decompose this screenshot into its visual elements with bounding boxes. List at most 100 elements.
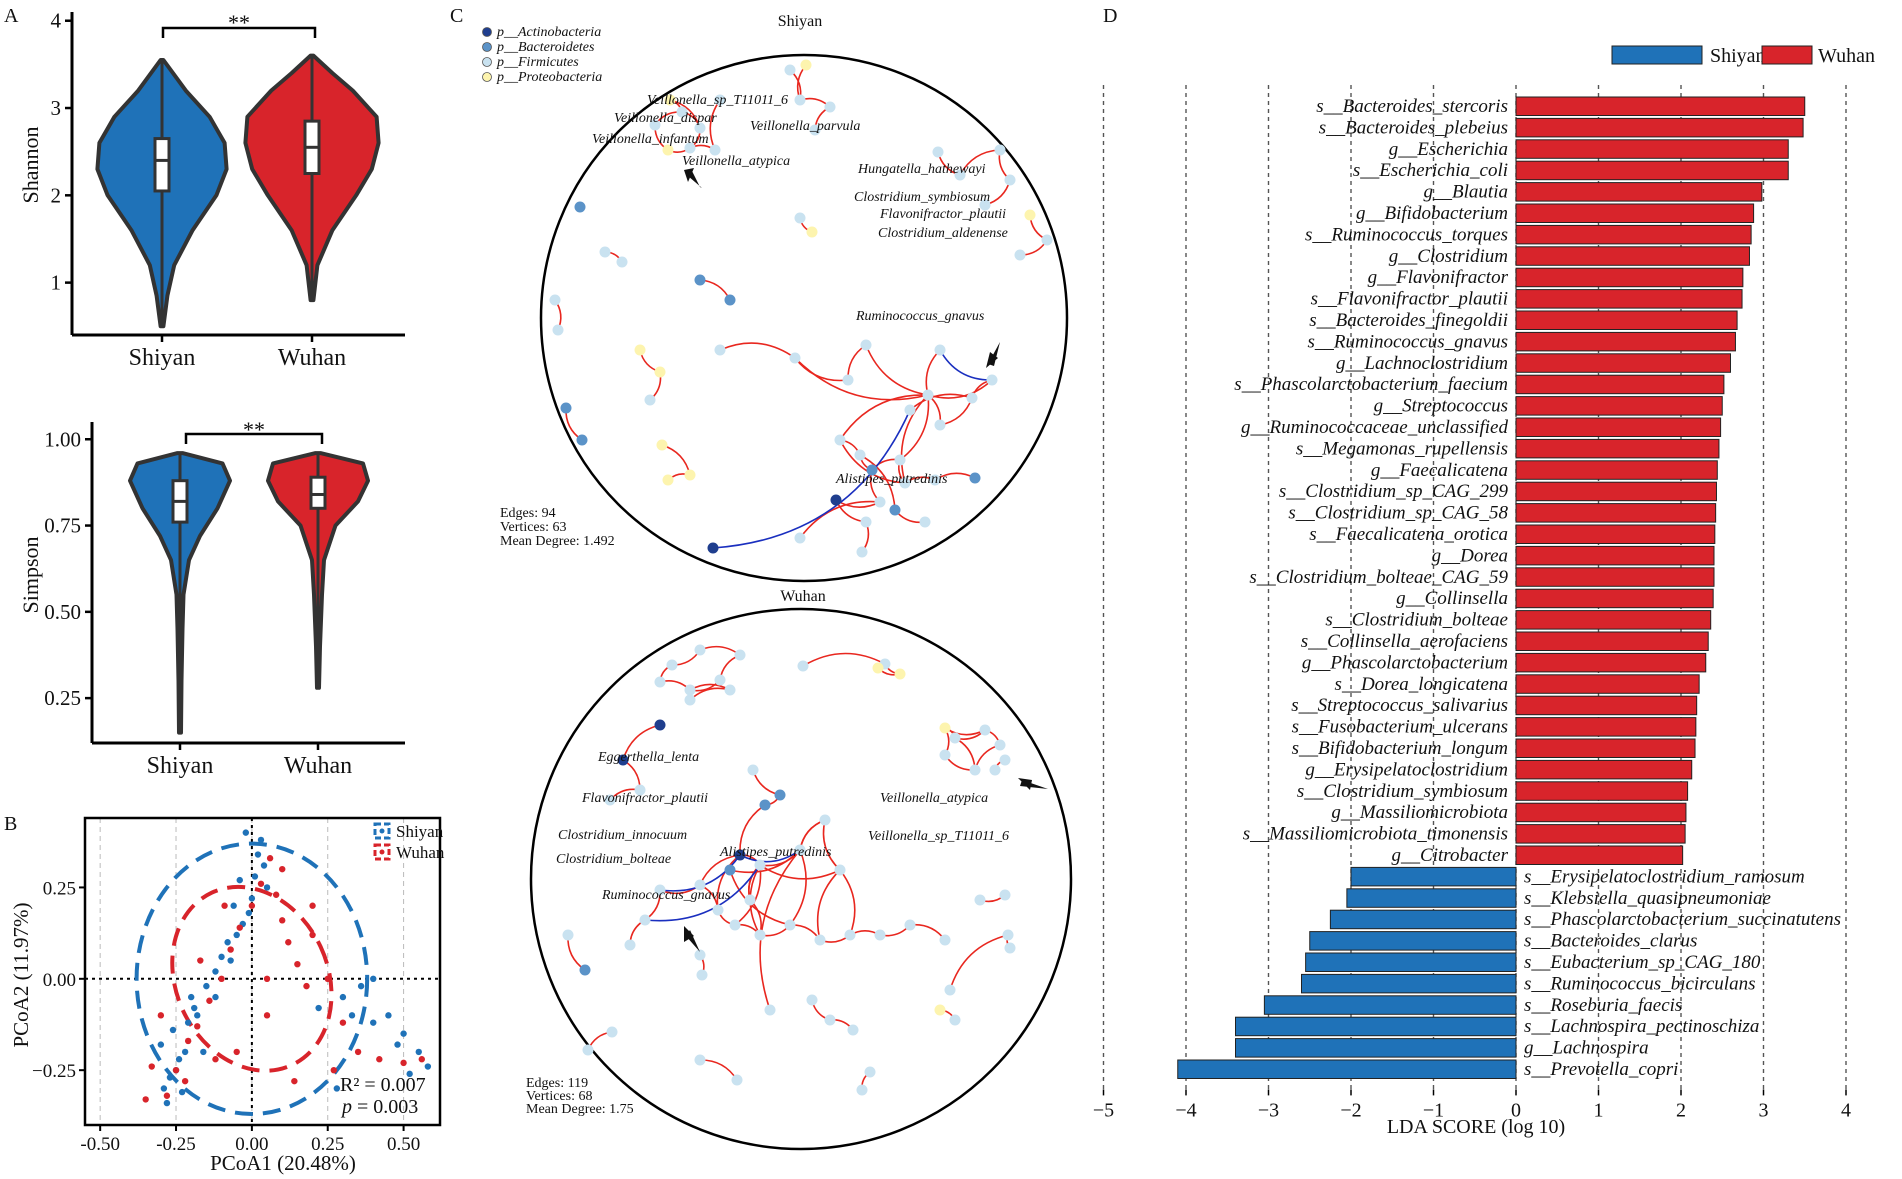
network-node bbox=[830, 494, 842, 506]
network-edge bbox=[909, 923, 946, 941]
network-node bbox=[714, 344, 726, 356]
network-edge bbox=[839, 439, 906, 484]
bar-label: s__Bacteroides_plebeius bbox=[1319, 117, 1508, 138]
network-node bbox=[979, 199, 991, 211]
network-node bbox=[814, 934, 826, 946]
point-shiyan bbox=[157, 1041, 165, 1048]
pcoa-axes: -0.50 -0.25 0.00 0.25 0.50 −0.25 0.00 0.25 bbox=[32, 816, 442, 1155]
node-label-clostridium-bolteae: Clostridium_bolteae bbox=[556, 852, 671, 867]
network-edge bbox=[939, 397, 973, 426]
point-shiyan bbox=[415, 1048, 422, 1056]
network-node bbox=[712, 904, 724, 916]
network-node bbox=[794, 94, 806, 106]
network-node bbox=[806, 994, 818, 1006]
network-node bbox=[694, 274, 706, 286]
network-node bbox=[872, 662, 884, 674]
point-shiyan bbox=[175, 1056, 183, 1063]
network-node bbox=[904, 404, 916, 416]
arrow-icon bbox=[684, 926, 700, 952]
boxplot-shiyan bbox=[153, 137, 171, 193]
point-shiyan bbox=[224, 939, 231, 946]
bar-wuhan bbox=[1515, 588, 1714, 609]
network-legend: p__Actinobacteria p__Bacteroidetes p__Fi… bbox=[482, 25, 602, 85]
point-shiyan bbox=[194, 1012, 201, 1019]
network-edge bbox=[944, 727, 986, 736]
panel-label-d: D bbox=[1103, 5, 1117, 27]
point-wuhan bbox=[257, 880, 265, 887]
point-shiyan bbox=[370, 1019, 377, 1026]
point-wuhan bbox=[330, 1066, 338, 1074]
bar-label: s__Escherichia_coli bbox=[1353, 160, 1508, 181]
bar-label: s__Erysipelatoclostridium_ramosum bbox=[1524, 866, 1805, 887]
pcoa-p-number: = 0.003 bbox=[352, 1096, 418, 1118]
network-node bbox=[634, 784, 646, 796]
bar-label: s__Roseburia_faecis bbox=[1524, 995, 1682, 1016]
network-node bbox=[676, 106, 688, 118]
point-shiyan bbox=[424, 1063, 432, 1070]
network-edge bbox=[739, 849, 801, 863]
network-shiyan-vertices: Vertices: 63 bbox=[500, 520, 566, 535]
point-shiyan bbox=[263, 884, 271, 891]
bar-wuhan bbox=[1515, 374, 1725, 395]
point-shiyan bbox=[339, 993, 347, 1001]
network-node bbox=[819, 814, 831, 826]
bar-label: s__Collinsella_aerofaciens bbox=[1301, 631, 1508, 652]
bar-label: s__Lachnospira_pectinoschiza bbox=[1524, 1016, 1759, 1037]
simpson-violins bbox=[128, 451, 370, 735]
bar-wuhan bbox=[1515, 224, 1752, 245]
network-edge bbox=[719, 342, 796, 359]
network-node bbox=[934, 1004, 946, 1016]
point-wuhan bbox=[197, 957, 204, 964]
bar-wuhan bbox=[1515, 460, 1718, 480]
network-node bbox=[734, 849, 746, 861]
arrow-icon bbox=[684, 168, 702, 188]
bar-label: g__Massiliomicrobiota bbox=[1331, 802, 1508, 823]
network-node bbox=[664, 94, 676, 106]
network-edge bbox=[794, 357, 929, 401]
network-node bbox=[934, 344, 946, 356]
network-node bbox=[894, 454, 906, 466]
network-node bbox=[734, 649, 746, 661]
pcoa-pvalue: p = 0.003 bbox=[340, 1096, 418, 1118]
bar-wuhan bbox=[1515, 267, 1744, 288]
bar-label: s__Phascolarctobacterium_faecium bbox=[1234, 374, 1508, 395]
network-node bbox=[856, 546, 868, 558]
node-label-veillonella-parvula: Veillonella_parvula bbox=[750, 119, 860, 134]
y-tick-label: 1 bbox=[51, 271, 62, 295]
bar-wuhan bbox=[1515, 845, 1684, 865]
network-node bbox=[979, 724, 991, 736]
network-wuhan-vertices: Vertices: 68 bbox=[526, 1089, 592, 1104]
network-node bbox=[696, 969, 708, 981]
network-node bbox=[654, 719, 666, 731]
bar-label: g__Blautia bbox=[1424, 182, 1508, 203]
network-node bbox=[794, 844, 806, 856]
network-node bbox=[999, 754, 1011, 766]
lda-legend: Shiyan Wuhan bbox=[1611, 45, 1875, 67]
network-edge bbox=[949, 934, 1009, 991]
pcoa-legend-dot-shiyan bbox=[379, 828, 385, 834]
network-edge bbox=[839, 394, 929, 441]
bar-wuhan bbox=[1515, 353, 1731, 373]
network-node bbox=[694, 1054, 706, 1066]
legend-dot-actinobacteria bbox=[482, 27, 492, 37]
point-shiyan bbox=[251, 873, 259, 880]
y-tick-label: 0.50 bbox=[44, 600, 81, 624]
bar-label: g__Dorea bbox=[1432, 545, 1508, 566]
network-node bbox=[949, 732, 961, 744]
network-node bbox=[974, 894, 986, 906]
network-node bbox=[949, 1014, 961, 1026]
network-node bbox=[784, 919, 796, 931]
network-edge bbox=[927, 379, 993, 399]
bar-wuhan bbox=[1515, 674, 1700, 694]
network-edge bbox=[567, 934, 586, 971]
network-edge bbox=[729, 869, 791, 926]
network-edge bbox=[716, 854, 741, 911]
bar-wuhan bbox=[1515, 631, 1709, 651]
bar-label: s__Clostridium_bolteae_CAG_59 bbox=[1249, 567, 1508, 588]
point-shiyan bbox=[233, 931, 240, 939]
network-node bbox=[986, 374, 998, 386]
panel-label-a: A bbox=[4, 5, 19, 27]
network-shiyan-labels: Veillonella_sp_T11011_6 Veillonella_disp… bbox=[592, 93, 1008, 487]
point-wuhan bbox=[309, 931, 316, 939]
network-node bbox=[656, 439, 668, 451]
